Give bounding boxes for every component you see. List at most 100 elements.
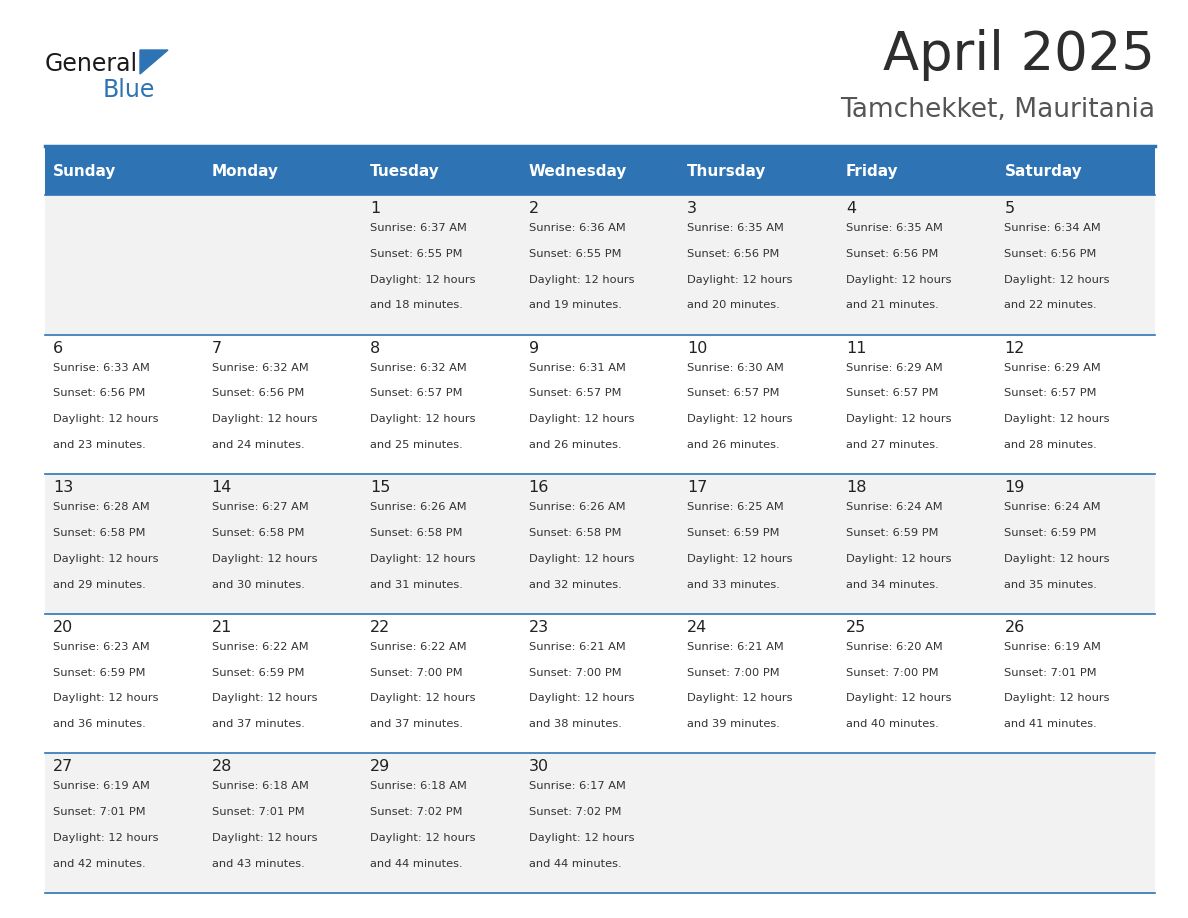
Text: Sunrise: 6:31 AM: Sunrise: 6:31 AM: [529, 363, 626, 373]
Text: Sunrise: 6:22 AM: Sunrise: 6:22 AM: [211, 642, 308, 652]
Text: Daylight: 12 hours: Daylight: 12 hours: [529, 274, 634, 285]
Text: Sunrise: 6:19 AM: Sunrise: 6:19 AM: [53, 781, 150, 791]
Text: Sunset: 7:02 PM: Sunset: 7:02 PM: [371, 807, 462, 817]
Text: 11: 11: [846, 341, 866, 355]
Text: and 42 minutes.: and 42 minutes.: [53, 859, 146, 868]
Text: and 44 minutes.: and 44 minutes.: [529, 859, 621, 868]
Text: and 37 minutes.: and 37 minutes.: [211, 720, 304, 729]
Bar: [45, 475, 1155, 614]
Text: 29: 29: [371, 759, 391, 775]
Text: Sunset: 7:00 PM: Sunset: 7:00 PM: [529, 667, 621, 677]
Text: and 28 minutes.: and 28 minutes.: [1004, 440, 1098, 450]
Text: 16: 16: [529, 480, 549, 495]
Text: Daylight: 12 hours: Daylight: 12 hours: [371, 554, 475, 564]
Text: 9: 9: [529, 341, 539, 355]
Text: Thursday: Thursday: [688, 164, 766, 179]
Text: Sunrise: 6:21 AM: Sunrise: 6:21 AM: [688, 642, 784, 652]
Text: 4: 4: [846, 201, 857, 216]
Text: Sunrise: 6:24 AM: Sunrise: 6:24 AM: [1004, 502, 1101, 512]
Text: 12: 12: [1004, 341, 1025, 355]
Text: Sunset: 7:01 PM: Sunset: 7:01 PM: [211, 807, 304, 817]
Text: 13: 13: [53, 480, 74, 495]
Text: Sunset: 6:56 PM: Sunset: 6:56 PM: [846, 249, 939, 259]
Text: Sunset: 6:59 PM: Sunset: 6:59 PM: [688, 528, 779, 538]
Text: and 19 minutes.: and 19 minutes.: [529, 300, 621, 310]
Text: 17: 17: [688, 480, 708, 495]
Text: Sunset: 6:56 PM: Sunset: 6:56 PM: [688, 249, 779, 259]
Text: 27: 27: [53, 759, 74, 775]
Text: 8: 8: [371, 341, 380, 355]
Text: Sunset: 6:57 PM: Sunset: 6:57 PM: [371, 388, 462, 398]
Text: Wednesday: Wednesday: [529, 164, 627, 179]
Text: Blue: Blue: [103, 78, 156, 102]
Text: Friday: Friday: [846, 164, 898, 179]
Text: 15: 15: [371, 480, 391, 495]
Text: Sunrise: 6:33 AM: Sunrise: 6:33 AM: [53, 363, 150, 373]
Text: 10: 10: [688, 341, 708, 355]
Text: Daylight: 12 hours: Daylight: 12 hours: [1004, 414, 1110, 424]
Text: and 29 minutes.: and 29 minutes.: [53, 579, 146, 589]
Text: Sunset: 6:59 PM: Sunset: 6:59 PM: [53, 667, 145, 677]
Text: Sunrise: 6:32 AM: Sunrise: 6:32 AM: [211, 363, 309, 373]
Text: Sunset: 7:00 PM: Sunset: 7:00 PM: [688, 667, 779, 677]
Text: General: General: [45, 52, 138, 76]
Text: Monday: Monday: [211, 164, 278, 179]
Text: Daylight: 12 hours: Daylight: 12 hours: [688, 554, 792, 564]
Text: and 44 minutes.: and 44 minutes.: [371, 859, 463, 868]
Text: and 25 minutes.: and 25 minutes.: [371, 440, 463, 450]
Text: Sunset: 6:59 PM: Sunset: 6:59 PM: [211, 667, 304, 677]
Text: Sunset: 6:57 PM: Sunset: 6:57 PM: [529, 388, 621, 398]
Text: Sunrise: 6:24 AM: Sunrise: 6:24 AM: [846, 502, 942, 512]
Text: and 32 minutes.: and 32 minutes.: [529, 579, 621, 589]
Text: Sunrise: 6:29 AM: Sunrise: 6:29 AM: [846, 363, 942, 373]
Text: and 22 minutes.: and 22 minutes.: [1004, 300, 1097, 310]
Text: and 36 minutes.: and 36 minutes.: [53, 720, 146, 729]
Text: 21: 21: [211, 620, 232, 635]
Text: Sunrise: 6:28 AM: Sunrise: 6:28 AM: [53, 502, 150, 512]
Text: Daylight: 12 hours: Daylight: 12 hours: [846, 693, 952, 703]
Text: and 41 minutes.: and 41 minutes.: [1004, 720, 1098, 729]
Bar: [45, 195, 1155, 334]
Text: Daylight: 12 hours: Daylight: 12 hours: [211, 414, 317, 424]
Text: Daylight: 12 hours: Daylight: 12 hours: [529, 554, 634, 564]
Text: Sunrise: 6:23 AM: Sunrise: 6:23 AM: [53, 642, 150, 652]
Text: Sunrise: 6:37 AM: Sunrise: 6:37 AM: [371, 223, 467, 233]
Text: Sunset: 6:57 PM: Sunset: 6:57 PM: [846, 388, 939, 398]
Text: Sunset: 6:57 PM: Sunset: 6:57 PM: [1004, 388, 1097, 398]
Bar: [45, 148, 1155, 195]
Text: Sunrise: 6:25 AM: Sunrise: 6:25 AM: [688, 502, 784, 512]
Text: and 26 minutes.: and 26 minutes.: [688, 440, 779, 450]
Text: Sunset: 7:01 PM: Sunset: 7:01 PM: [1004, 667, 1097, 677]
Text: and 24 minutes.: and 24 minutes.: [211, 440, 304, 450]
Text: Sunrise: 6:18 AM: Sunrise: 6:18 AM: [211, 781, 309, 791]
Text: Daylight: 12 hours: Daylight: 12 hours: [1004, 274, 1110, 285]
Text: Tuesday: Tuesday: [371, 164, 440, 179]
Text: Daylight: 12 hours: Daylight: 12 hours: [1004, 693, 1110, 703]
Text: Sunset: 6:57 PM: Sunset: 6:57 PM: [688, 388, 779, 398]
Text: and 33 minutes.: and 33 minutes.: [688, 579, 781, 589]
Polygon shape: [140, 50, 168, 74]
Text: Daylight: 12 hours: Daylight: 12 hours: [371, 693, 475, 703]
Text: Sunrise: 6:27 AM: Sunrise: 6:27 AM: [211, 502, 309, 512]
Text: Daylight: 12 hours: Daylight: 12 hours: [371, 274, 475, 285]
Text: Sunrise: 6:18 AM: Sunrise: 6:18 AM: [371, 781, 467, 791]
Text: Sunset: 6:56 PM: Sunset: 6:56 PM: [211, 388, 304, 398]
Text: 26: 26: [1004, 620, 1025, 635]
Text: Daylight: 12 hours: Daylight: 12 hours: [688, 414, 792, 424]
Text: Daylight: 12 hours: Daylight: 12 hours: [211, 554, 317, 564]
Text: Sunset: 6:58 PM: Sunset: 6:58 PM: [529, 528, 621, 538]
Text: 3: 3: [688, 201, 697, 216]
Text: Daylight: 12 hours: Daylight: 12 hours: [211, 693, 317, 703]
Text: Daylight: 12 hours: Daylight: 12 hours: [53, 414, 158, 424]
Text: and 30 minutes.: and 30 minutes.: [211, 579, 304, 589]
Text: Daylight: 12 hours: Daylight: 12 hours: [53, 693, 158, 703]
Text: and 39 minutes.: and 39 minutes.: [688, 720, 781, 729]
Text: Sunset: 7:01 PM: Sunset: 7:01 PM: [53, 807, 146, 817]
Text: Daylight: 12 hours: Daylight: 12 hours: [1004, 554, 1110, 564]
Text: Daylight: 12 hours: Daylight: 12 hours: [846, 554, 952, 564]
Text: Sunset: 6:59 PM: Sunset: 6:59 PM: [846, 528, 939, 538]
Text: Sunrise: 6:19 AM: Sunrise: 6:19 AM: [1004, 642, 1101, 652]
Text: and 38 minutes.: and 38 minutes.: [529, 720, 621, 729]
Text: Sunrise: 6:35 AM: Sunrise: 6:35 AM: [688, 223, 784, 233]
Text: Sunrise: 6:30 AM: Sunrise: 6:30 AM: [688, 363, 784, 373]
